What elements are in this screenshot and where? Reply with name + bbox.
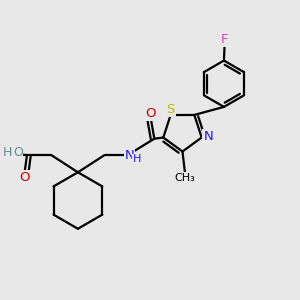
Text: O: O — [19, 171, 30, 184]
Text: N: N — [203, 130, 213, 143]
Text: S: S — [167, 103, 175, 116]
Text: F: F — [221, 33, 228, 46]
Text: H: H — [133, 154, 141, 164]
Text: CH₃: CH₃ — [175, 172, 195, 183]
Text: H: H — [2, 146, 12, 160]
Text: O: O — [13, 146, 23, 160]
Text: -: - — [11, 146, 15, 160]
Text: N: N — [124, 149, 134, 162]
Text: O: O — [146, 107, 156, 120]
